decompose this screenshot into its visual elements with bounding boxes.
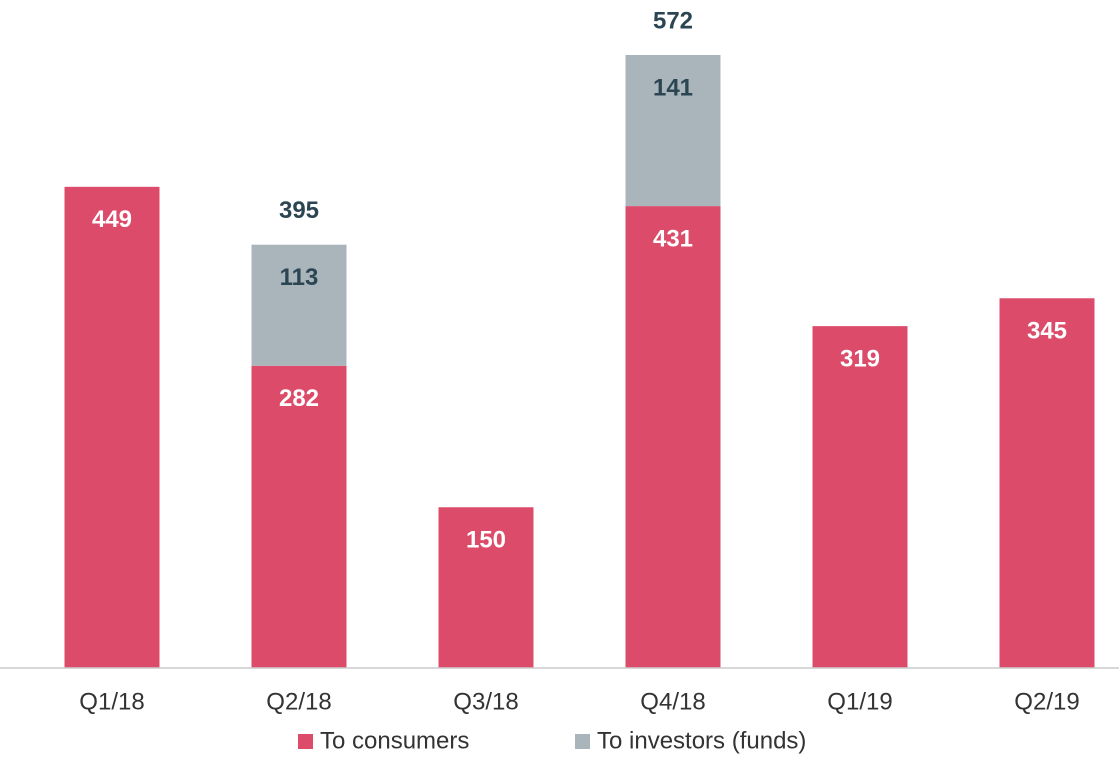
data-label: 113: [280, 264, 319, 291]
bar-segment: [812, 326, 908, 668]
data-label: 141: [653, 74, 693, 101]
x-tick-label: Q1/18: [79, 688, 144, 715]
legend-label: To consumers: [320, 727, 469, 754]
x-tick-label: Q3/18: [453, 688, 518, 715]
bar-segment: [251, 244, 347, 366]
bar-segment: [438, 507, 534, 668]
data-label: 282: [279, 385, 319, 412]
x-tick-label: Q4/18: [640, 688, 705, 715]
data-label: 150: [466, 527, 506, 554]
bar-segment: [625, 55, 721, 207]
bar-segment: [251, 365, 347, 668]
x-tick-label: Q2/19: [1014, 688, 1079, 715]
x-tick-label: Q2/18: [266, 688, 331, 715]
data-label: 345: [1027, 318, 1067, 345]
data-label: 431: [653, 225, 693, 252]
data-label: 319: [840, 345, 880, 372]
legend-swatch: [575, 734, 590, 749]
bar-segment: [625, 206, 721, 669]
x-tick-label: Q1/19: [827, 688, 892, 715]
bar-segment: [64, 186, 160, 668]
total-label: 572: [653, 7, 693, 34]
total-label: 395: [279, 197, 319, 224]
data-label: 449: [92, 206, 132, 233]
legend-label: To investors (funds): [597, 727, 806, 754]
bar-segment: [999, 298, 1095, 668]
legend-swatch: [298, 734, 313, 749]
